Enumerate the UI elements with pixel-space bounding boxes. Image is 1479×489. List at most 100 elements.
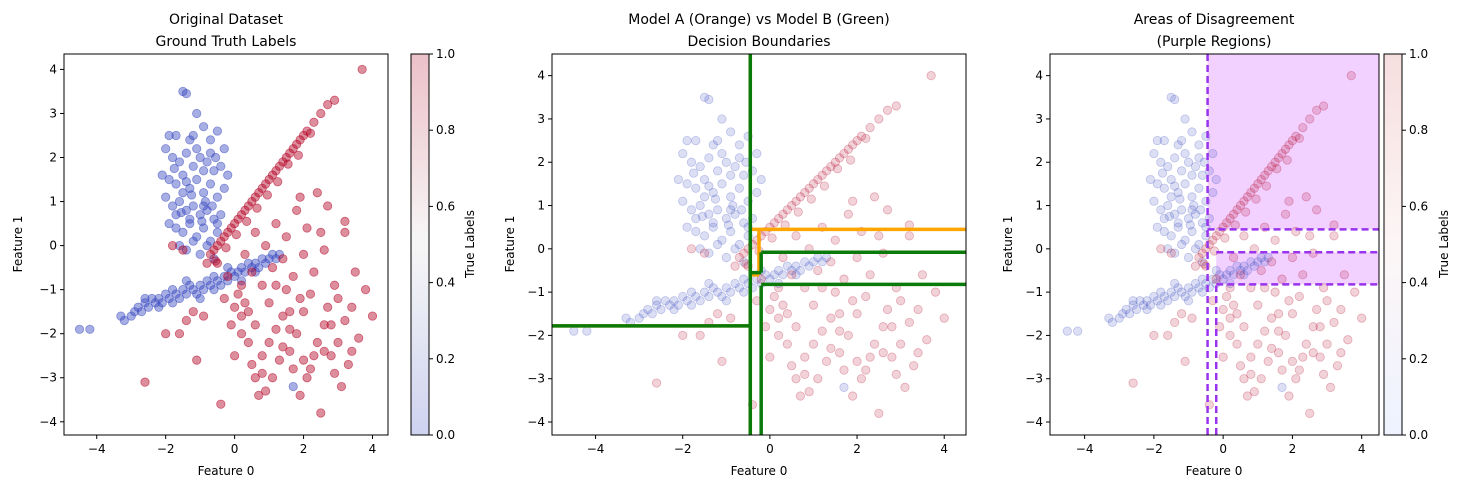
x-tick-label: −2 <box>1145 442 1163 456</box>
point-class-0 <box>143 302 154 312</box>
point-class-0 <box>169 163 179 174</box>
point-class-1 <box>1256 374 1266 384</box>
y-tick-label: 4 <box>1035 69 1043 83</box>
point-class-0 <box>704 94 714 105</box>
point-class-1 <box>843 209 853 219</box>
point-class-1 <box>848 391 858 401</box>
point-class-0 <box>721 283 731 293</box>
point-class-0 <box>1208 187 1218 198</box>
point-class-1 <box>343 359 353 370</box>
y-tick-label: −3 <box>527 372 545 386</box>
point-class-1 <box>271 324 281 334</box>
point-class-0 <box>717 148 727 159</box>
point-class-1 <box>1170 317 1180 328</box>
point-class-0 <box>817 257 827 267</box>
point-class-0 <box>178 227 188 237</box>
point-class-1 <box>181 315 191 326</box>
point-class-1 <box>778 209 788 219</box>
point-class-1 <box>852 252 862 263</box>
point-class-1 <box>261 386 271 396</box>
point-class-0 <box>691 213 701 224</box>
point-class-0 <box>695 200 705 211</box>
panel-decision-boundaries: Model A (Orange) vs Model B (Green) Deci… <box>503 12 967 478</box>
point-class-1 <box>1228 209 1239 219</box>
point-class-0 <box>164 218 174 229</box>
point-class-1 <box>843 330 853 341</box>
point-class-0 <box>699 174 710 185</box>
point-class-1 <box>856 374 867 384</box>
point-class-1 <box>778 300 788 310</box>
point-class-1 <box>878 348 888 358</box>
panel-original-dataset: Original Dataset Ground Truth Labels −4−… <box>11 12 477 478</box>
point-class-1 <box>1332 361 1343 371</box>
point-class-0 <box>717 291 727 302</box>
colorbar-tick-label: 1.0 <box>1409 47 1428 61</box>
point-class-1 <box>1215 322 1225 332</box>
point-class-0 <box>202 241 212 251</box>
point-class-0 <box>774 265 784 276</box>
point-class-1 <box>1263 166 1273 176</box>
point-class-1 <box>231 229 241 240</box>
panel-3-points <box>1062 71 1367 418</box>
point-class-1 <box>1336 304 1346 315</box>
disagreement-region-1 <box>1207 54 1379 230</box>
point-class-1 <box>262 190 272 200</box>
point-class-1 <box>1322 339 1332 349</box>
point-class-0 <box>678 291 688 302</box>
point-class-1 <box>1308 348 1318 358</box>
point-class-1 <box>167 241 178 251</box>
point-class-0 <box>769 270 779 280</box>
point-class-0 <box>85 324 95 334</box>
point-class-1 <box>1280 144 1291 154</box>
point-class-1 <box>236 280 247 290</box>
point-class-1 <box>1270 235 1280 245</box>
point-class-0 <box>1073 326 1083 336</box>
x-tick-label: −2 <box>157 442 175 456</box>
point-class-1 <box>1239 231 1249 241</box>
point-class-0 <box>682 296 692 306</box>
point-class-0 <box>1190 244 1201 254</box>
point-class-1 <box>887 322 897 332</box>
point-class-0 <box>708 283 718 293</box>
point-class-0 <box>195 152 205 163</box>
point-class-1 <box>787 361 797 371</box>
y-tick-label: −4 <box>39 415 57 429</box>
point-class-0 <box>726 127 736 137</box>
point-class-0 <box>726 205 736 215</box>
y-tick-label: 4 <box>537 69 545 83</box>
point-class-1 <box>774 213 784 224</box>
point-class-1 <box>791 231 801 241</box>
point-class-1 <box>302 373 312 383</box>
point-class-0 <box>198 285 209 295</box>
point-class-1 <box>835 309 845 319</box>
point-class-0 <box>1152 296 1162 306</box>
colorbar-tick-label: 0.4 <box>436 276 455 290</box>
point-class-0 <box>1170 209 1180 219</box>
point-class-0 <box>1170 94 1180 105</box>
point-class-1 <box>257 368 267 378</box>
point-class-1 <box>1208 235 1218 245</box>
point-class-0 <box>1170 291 1180 302</box>
point-class-1 <box>1256 174 1266 185</box>
point-class-0 <box>1163 200 1173 211</box>
point-class-0 <box>1177 239 1187 250</box>
point-class-0 <box>678 148 688 159</box>
y-tick-label: −4 <box>527 415 545 429</box>
point-class-0 <box>1142 304 1152 315</box>
point-class-1 <box>230 302 240 312</box>
point-class-0 <box>1114 313 1124 323</box>
point-class-1 <box>1242 391 1253 401</box>
point-class-0 <box>1211 174 1221 185</box>
point-class-0 <box>691 135 701 146</box>
point-class-0 <box>181 276 191 286</box>
point-class-0 <box>1166 287 1176 297</box>
point-class-0 <box>1159 226 1169 237</box>
point-class-0 <box>739 287 749 297</box>
point-class-0 <box>211 152 221 163</box>
panel-3-axes-frame <box>1049 53 1380 436</box>
point-class-1 <box>900 382 910 392</box>
point-class-1 <box>765 352 775 362</box>
point-class-1 <box>309 117 319 127</box>
point-class-0 <box>1177 205 1187 215</box>
point-class-1 <box>782 205 792 215</box>
